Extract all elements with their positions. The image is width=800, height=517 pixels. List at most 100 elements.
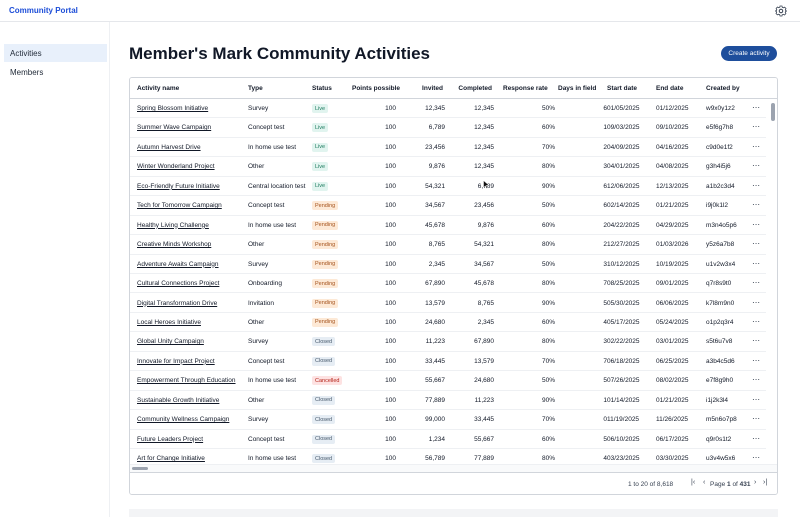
table-row[interactable]: Creative Minds Workshop Other 100 8,765 54,3… (130, 235, 766, 255)
table-row[interactable]: Adventure Awaits Campaign Survey 100 2,345 3… (130, 255, 766, 275)
row-actions-menu-icon[interactable]: ⋯ (752, 180, 760, 190)
activity-name-link[interactable]: Local Heroes Initiative (137, 318, 201, 326)
total-pages: 431 (739, 481, 751, 488)
table-row[interactable]: Innovate for Impact Project Concept test 1… (130, 352, 766, 372)
table-row[interactable]: Digital Transformation Drive Invitation 10… (130, 294, 766, 313)
activity-name-link[interactable]: Global Unity Campaign (137, 338, 204, 346)
table-row[interactable]: Eco-Friendly Future Initiative Central lo… (130, 177, 766, 197)
row-actions-menu-icon[interactable]: ⋯ (752, 200, 760, 210)
end-date: 04/29/2025 (656, 221, 689, 229)
activity-name-link[interactable]: Art for Change Initiative (137, 455, 205, 463)
status-badge: Closed (312, 434, 336, 444)
table-row[interactable]: Empowerment Through Education In home use… (130, 371, 766, 391)
table-row[interactable]: Sustainable Growth Initiative Other 100 77,… (130, 391, 766, 411)
activity-name-link[interactable]: Future Leaders Project (137, 435, 204, 443)
header-end-date[interactable]: End date (656, 85, 684, 92)
start-date: 01/14/2025 (607, 396, 640, 404)
activity-name-link[interactable]: Cultural Connections Project (137, 280, 220, 288)
row-actions-menu-icon[interactable]: ⋯ (752, 375, 760, 385)
table-row[interactable]: Global Unity Campaign Survey 100 11,223 67,8… (130, 332, 766, 352)
activity-name-link[interactable]: Empowerment Through Education (137, 377, 236, 385)
completed-count: 67,890 (474, 338, 494, 346)
header-type[interactable]: Type (248, 85, 263, 92)
response-rate: 80% (541, 338, 555, 346)
table-row[interactable]: Community Wellness Campaign Survey 100 99,0… (130, 410, 766, 430)
row-actions-menu-icon[interactable]: ⋯ (752, 219, 760, 229)
header-start-date[interactable]: Start date (607, 85, 637, 92)
previous-page-icon[interactable]: ‹ (703, 479, 706, 486)
header-points-possible[interactable]: Points possible (352, 85, 401, 92)
row-actions-menu-icon[interactable]: ⋯ (752, 258, 760, 268)
table-row[interactable]: Winter Wonderland Project Other 100 9,876 12… (130, 157, 766, 177)
row-actions-menu-icon[interactable]: ⋯ (752, 355, 760, 365)
activity-type: Survey (248, 105, 269, 112)
gear-icon[interactable] (775, 5, 787, 17)
response-rate: 80% (541, 280, 555, 288)
activity-name-link[interactable]: Innovate for Impact Project (137, 357, 215, 365)
table-row[interactable]: Future Leaders Project Concept test 100 1,2… (130, 430, 766, 450)
row-actions-menu-icon[interactable]: ⋯ (752, 141, 760, 151)
row-actions-menu-icon[interactable]: ⋯ (752, 103, 760, 112)
sidebar: Activities Members (0, 22, 110, 517)
header-created-by[interactable]: Created by (706, 85, 740, 92)
row-actions-menu-icon[interactable]: ⋯ (752, 161, 760, 171)
row-actions-menu-icon[interactable]: ⋯ (752, 297, 760, 307)
points-possible: 100 (385, 455, 396, 463)
table-row[interactable]: Cultural Connections Project Onboarding 10… (130, 274, 766, 294)
points-possible: 100 (385, 280, 396, 288)
table-row[interactable]: Healthy Living Challenge In home use test… (130, 216, 766, 236)
activity-name-link[interactable]: Summer Wave Campaign (137, 124, 212, 132)
header-status[interactable]: Status (312, 85, 332, 92)
activity-name-link[interactable]: Digital Transformation Drive (137, 299, 218, 307)
activity-name-link[interactable]: Spring Blossom Initiative (137, 105, 209, 112)
activity-name-link[interactable]: Winter Wonderland Project (137, 163, 215, 171)
row-actions-menu-icon[interactable]: ⋯ (752, 433, 760, 443)
row-actions-menu-icon[interactable]: ⋯ (752, 394, 760, 404)
table-row[interactable]: Spring Blossom Initiative Survey 100 12,345… (130, 99, 766, 119)
table-row[interactable]: Autumn Harvest Drive In home use test 100 2… (130, 138, 766, 158)
end-date: 08/02/2025 (656, 377, 689, 385)
points-possible: 100 (385, 241, 396, 249)
activity-name-link[interactable]: Eco-Friendly Future Initiative (137, 182, 220, 190)
header-completed[interactable]: Completed (458, 85, 492, 92)
sidebar-item-members[interactable]: Members (10, 68, 44, 77)
table-row[interactable]: Art for Change Initiative In home use tes… (130, 449, 766, 464)
horizontal-scroll-thumb[interactable] (132, 467, 148, 470)
page-title: Member's Mark Community Activities (129, 44, 430, 63)
invited-count: 8,765 (428, 241, 445, 249)
last-page-icon[interactable]: ›| (763, 479, 768, 486)
sidebar-item-activities[interactable]: Activities (4, 44, 107, 62)
activity-name-link[interactable]: Healthy Living Challenge (137, 221, 209, 229)
activity-name-link[interactable]: Sustainable Growth Initiative (137, 396, 220, 404)
header-days-in-field[interactable]: Days in field (558, 85, 597, 92)
header-invited[interactable]: Invited (422, 85, 443, 92)
next-page-icon[interactable]: › (754, 479, 757, 486)
row-actions-menu-icon[interactable]: ⋯ (752, 453, 760, 463)
activity-name-link[interactable]: Tech for Tomorrow Campaign (137, 202, 222, 210)
horizontal-scrollbar[interactable] (130, 464, 777, 472)
table-row[interactable]: Summer Wave Campaign Concept test 100 6,789… (130, 118, 766, 138)
table-row[interactable]: Local Heroes Initiative Other 100 24,680 2,3… (130, 313, 766, 333)
completed-count: 33,445 (474, 416, 494, 424)
row-actions-menu-icon[interactable]: ⋯ (752, 414, 760, 424)
first-page-icon[interactable]: |‹ (691, 479, 696, 486)
table-row[interactable]: Tech for Tomorrow Campaign Concept test 10… (130, 196, 766, 216)
app-brand[interactable]: Community Portal (9, 6, 78, 15)
header-activity-name[interactable]: Activity name (137, 85, 180, 92)
row-actions-menu-icon[interactable]: ⋯ (752, 122, 760, 132)
row-actions-menu-icon[interactable]: ⋯ (752, 278, 760, 288)
row-actions-menu-icon[interactable]: ⋯ (752, 316, 760, 326)
activity-name-link[interactable]: Autumn Harvest Drive (137, 143, 201, 151)
invited-count: 56,789 (425, 455, 445, 463)
mouse-cursor-icon (483, 180, 490, 189)
vertical-scroll-thumb[interactable] (771, 103, 775, 121)
vertical-scrollbar[interactable] (768, 99, 777, 464)
activity-name-link[interactable]: Creative Minds Workshop (137, 241, 212, 249)
activity-name-link[interactable]: Community Wellness Campaign (137, 416, 230, 424)
header-response-rate[interactable]: Response rate (503, 85, 548, 92)
row-actions-menu-icon[interactable]: ⋯ (752, 336, 760, 346)
create-activity-button[interactable]: Create activity (721, 46, 777, 61)
completed-count: 12,345 (474, 105, 494, 112)
row-actions-menu-icon[interactable]: ⋯ (752, 239, 760, 249)
activity-name-link[interactable]: Adventure Awaits Campaign (137, 260, 219, 268)
